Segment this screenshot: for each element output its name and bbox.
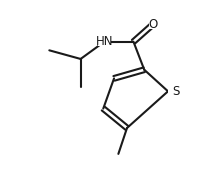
Bar (149, 20, 157, 29)
Bar (168, 87, 177, 96)
Text: O: O (148, 18, 158, 31)
Bar (98, 37, 111, 46)
Text: HN: HN (96, 35, 113, 48)
Text: S: S (173, 85, 180, 98)
